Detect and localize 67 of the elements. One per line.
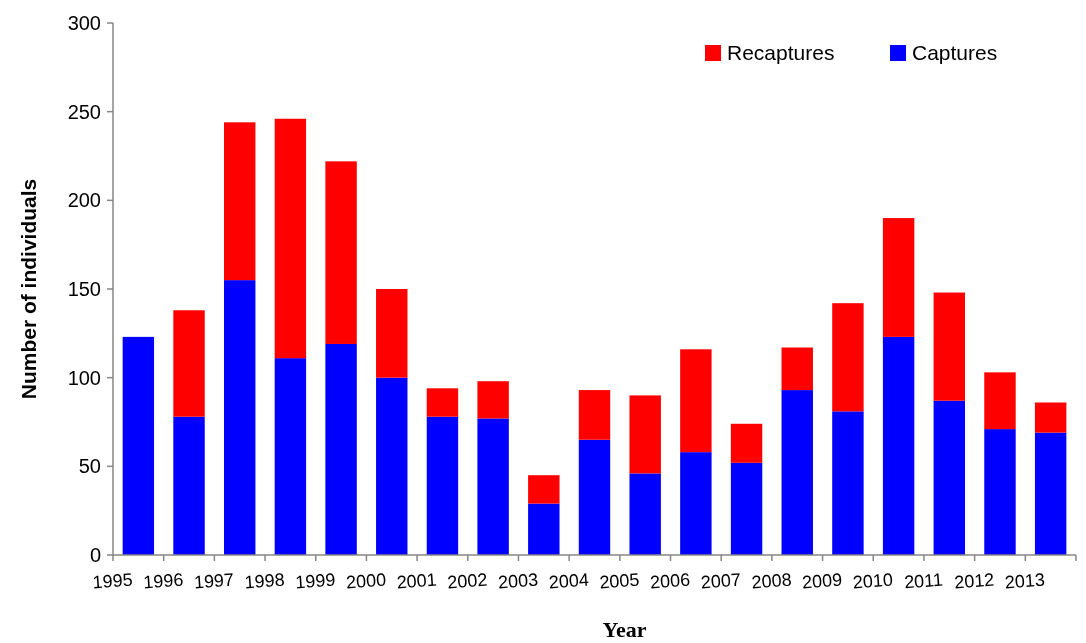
bar: [426, 388, 459, 417]
x-tick-label: 2004: [548, 569, 590, 593]
bar: [325, 343, 357, 555]
y-tick-label: 50: [78, 455, 101, 478]
y-tick-label: 200: [67, 189, 101, 212]
y-axis-title: Number of individuals: [17, 178, 40, 400]
bar: [629, 395, 661, 474]
bar: [984, 372, 1016, 430]
x-tick-label: 2001: [396, 569, 438, 593]
bar: [1034, 402, 1067, 433]
x-tick-label: 1996: [142, 569, 184, 593]
bar: [477, 381, 509, 419]
bar: [173, 310, 205, 417]
bar: [274, 358, 307, 555]
bar: [376, 289, 408, 378]
bar: [376, 377, 408, 555]
x-tick-label: 2010: [852, 569, 894, 593]
x-tick-label: 2002: [446, 569, 489, 593]
x-tick-label: 2006: [649, 569, 691, 593]
x-tick-label: 1995: [91, 569, 134, 593]
bar: [173, 416, 205, 555]
bar: [933, 400, 965, 555]
bar: [325, 161, 357, 344]
x-tick-label: 2009: [801, 569, 843, 593]
x-tick-label: 2003: [497, 569, 539, 593]
x-axis-title: Year: [602, 617, 647, 642]
x-tick-label: 2008: [750, 569, 793, 593]
bar: [274, 118, 307, 359]
bar: [426, 416, 459, 555]
bar: [224, 122, 256, 281]
bar: [882, 336, 915, 555]
legend-label: Captures: [912, 41, 998, 65]
y-tick-label: 150: [67, 278, 101, 300]
x-tick-label: 1999: [294, 569, 336, 593]
bar: [528, 503, 560, 555]
bar: [781, 347, 813, 391]
y-tick-label: 100: [67, 366, 101, 389]
bar: [680, 349, 712, 453]
y-tick-label: 300: [67, 12, 101, 34]
x-tick-label: 1997: [193, 569, 235, 593]
bar: [832, 411, 864, 555]
bar: [730, 462, 763, 555]
bar: [477, 418, 509, 555]
x-tick-label: 1998: [243, 569, 286, 593]
bar: [781, 390, 813, 555]
x-tick-label: 2012: [953, 569, 995, 593]
bar: [122, 336, 155, 555]
bar: [224, 280, 256, 555]
bar: [578, 390, 611, 440]
bar: [832, 303, 864, 412]
y-tick-label: 250: [67, 100, 101, 123]
bar: [984, 429, 1016, 555]
bar: [528, 475, 560, 504]
legend-label: Recaptures: [727, 41, 835, 65]
y-tick-label: 0: [89, 544, 101, 566]
bar: [933, 292, 965, 401]
bar: [629, 473, 661, 555]
bar: [730, 423, 763, 463]
x-tick-label: 2007: [700, 569, 742, 593]
x-tick-label: 2000: [345, 569, 387, 593]
bar: [578, 439, 611, 555]
x-tick-label: 2011: [903, 569, 944, 593]
bar: [1034, 432, 1067, 555]
x-tick-label: 2013: [1004, 569, 1046, 593]
bar: [882, 218, 915, 337]
x-tick-label: 2005: [598, 569, 641, 593]
bar: [680, 452, 712, 555]
